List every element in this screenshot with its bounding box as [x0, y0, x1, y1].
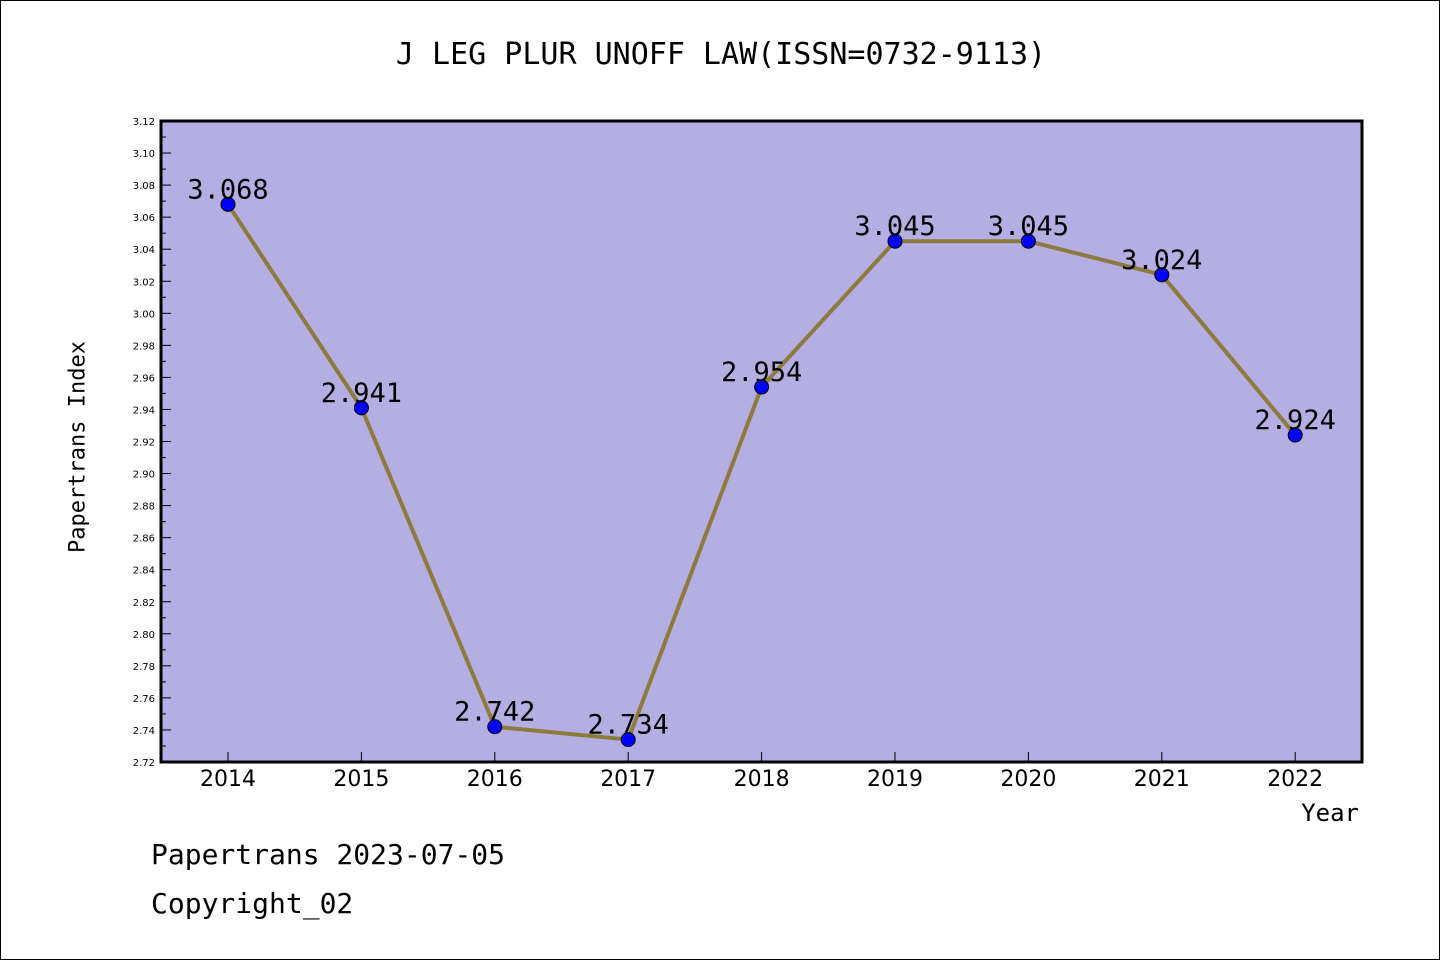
y-tick-label: 2.90: [133, 470, 155, 481]
plot-background: [161, 121, 1362, 762]
y-tick-label: 2.80: [133, 630, 155, 641]
data-point: [887, 233, 903, 249]
x-tick-label: 2019: [867, 767, 923, 792]
x-axis-label: Year: [1301, 799, 1359, 827]
y-tick-label: 2.94: [133, 405, 155, 416]
data-label: 2.941: [321, 378, 402, 409]
data-point: [1287, 427, 1303, 443]
y-tick-label: 3.02: [133, 277, 155, 288]
footer-copyright: Copyright_02: [151, 887, 354, 920]
data-point: [754, 379, 770, 395]
x-tick-label: 2017: [600, 767, 656, 792]
data-label: 3.045: [988, 211, 1069, 242]
y-tick-label: 2.74: [133, 726, 155, 737]
x-tick-label: 2014: [200, 767, 256, 792]
footer-date: Papertrans 2023-07-05: [151, 838, 506, 871]
y-tick-label: 3.04: [133, 245, 155, 256]
data-label: 3.068: [187, 174, 268, 205]
y-tick-label: 3.08: [133, 181, 155, 192]
y-tick-label: 2.82: [133, 598, 155, 609]
y-tick-label: 3.12: [133, 117, 155, 128]
data-point: [1020, 233, 1036, 249]
data-label: 2.954: [721, 357, 802, 388]
x-tick-label: 2018: [734, 767, 790, 792]
plot-border: [159, 119, 1364, 764]
data-label: 3.045: [854, 211, 935, 242]
y-tick-label: 3.06: [133, 213, 155, 224]
y-tick-label: 2.92: [133, 438, 155, 449]
chart-title: J LEG PLUR UNOFF LAW(ISSN=0732-9113): [395, 37, 1047, 72]
y-tick-label: 2.98: [133, 341, 155, 352]
data-label: 2.924: [1255, 405, 1336, 436]
x-tick-label: 2016: [467, 767, 523, 792]
y-tick-label: 3.00: [133, 309, 155, 320]
x-tick-label: 2022: [1267, 767, 1323, 792]
y-tick-label: 2.76: [133, 694, 155, 705]
y-tick-label: 2.78: [133, 662, 155, 673]
x-tick-label: 2020: [1000, 767, 1056, 792]
x-tick-label: 2015: [333, 767, 389, 792]
data-point: [1154, 267, 1170, 283]
data-label: 2.734: [588, 710, 669, 741]
y-tick-label: 2.96: [133, 373, 155, 384]
data-label: 3.024: [1121, 245, 1202, 276]
y-tick-label: 2.72: [133, 758, 155, 769]
y-tick-label: 2.86: [133, 534, 155, 545]
y-tick-label: 2.84: [133, 566, 155, 577]
x-tick-label: 2021: [1134, 767, 1190, 792]
y-tick-label: 3.10: [133, 149, 155, 160]
y-tick-label: 2.88: [133, 502, 155, 513]
data-point: [487, 719, 503, 735]
data-point: [353, 400, 369, 416]
data-label: 2.742: [454, 697, 535, 728]
data-point: [220, 196, 236, 212]
data-point: [620, 732, 636, 748]
